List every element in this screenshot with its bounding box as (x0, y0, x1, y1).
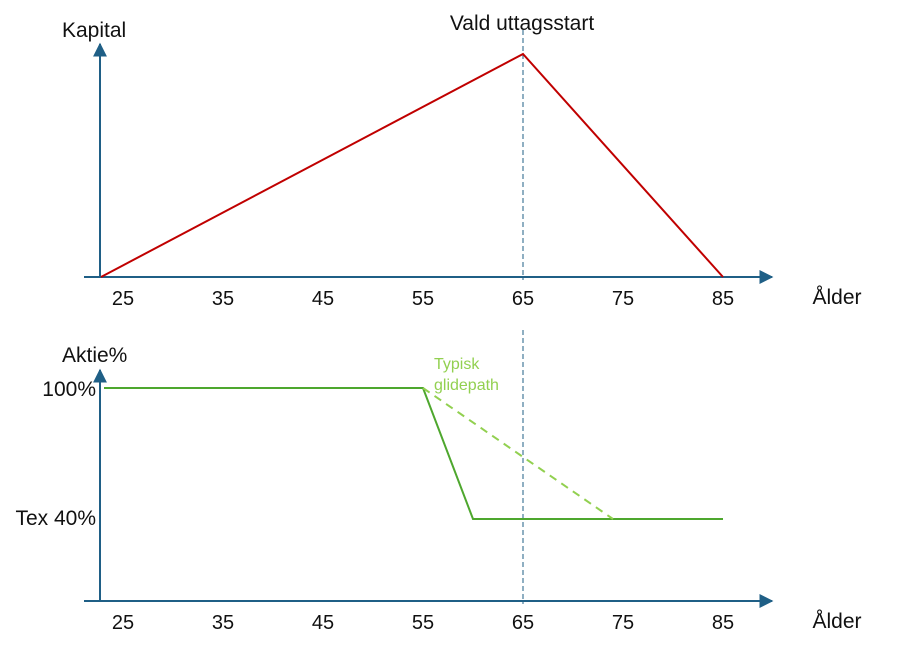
equity-xtick-75: 75 (612, 612, 634, 634)
equity-x-tick-labels: 25 35 45 55 65 75 85 (112, 612, 734, 634)
withdrawal-start-label: Vald uttagsstart (450, 12, 595, 35)
capital-y-label: Kapital (62, 19, 126, 42)
capital-x-label: Ålder (812, 286, 861, 309)
equity-allocation-line (104, 387, 723, 520)
capital-xtick-35: 35 (212, 288, 234, 310)
glidepath-annotation-line2: glidepath (434, 377, 499, 394)
capital-series-line (100, 52, 724, 278)
capital-xtick-45: 45 (312, 288, 334, 310)
equity-y-label: Aktie% (62, 344, 127, 367)
equity-xtick-85: 85 (712, 612, 734, 634)
capital-x-tick-labels: 25 35 45 55 65 75 85 (112, 288, 734, 310)
equity-ytick-40: Tex 40% (15, 507, 96, 530)
equity-xtick-65: 65 (512, 612, 534, 634)
capital-xtick-25: 25 (112, 288, 134, 310)
equity-xtick-45: 45 (312, 612, 334, 634)
glidepath-annotation: Typisk glidepath (434, 356, 499, 394)
capital-xtick-85: 85 (712, 288, 734, 310)
equity-xtick-25: 25 (112, 612, 134, 634)
glidepath-annotation-line1: Typisk (434, 356, 480, 373)
capital-xtick-55: 55 (412, 288, 434, 310)
typical-glidepath-line (422, 387, 614, 520)
equity-xtick-55: 55 (412, 612, 434, 634)
equity-ytick-100: 100% (42, 378, 96, 401)
capital-chart: Kapital Vald uttagsstart Ålder 25 35 45 55 6… (62, 12, 862, 310)
capital-xtick-65: 65 (512, 288, 534, 310)
equity-xtick-35: 35 (212, 612, 234, 634)
equity-x-label: Ålder (812, 610, 861, 633)
capital-xtick-75: 75 (612, 288, 634, 310)
equity-chart: Aktie% Ålder 100% Tex 40% Typisk glidepa… (15, 330, 862, 634)
